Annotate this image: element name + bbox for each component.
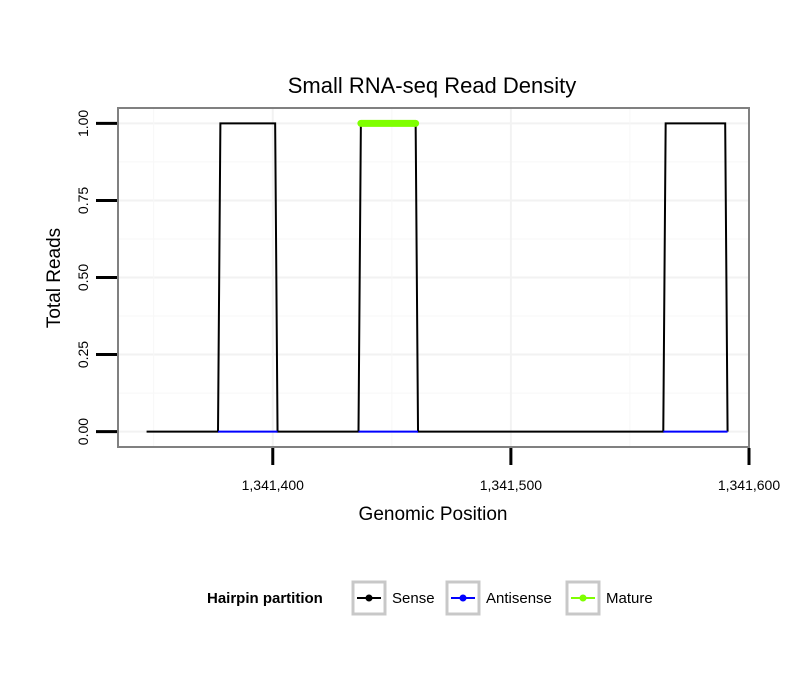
- y-tick-label: 0.25: [75, 341, 91, 368]
- legend-key-point: [579, 594, 587, 602]
- x-tick-label: 1,341,600: [718, 477, 780, 493]
- x-tick-label: 1,341,500: [480, 477, 542, 493]
- y-tick-label: 1.00: [75, 110, 91, 137]
- legend-label: Mature: [606, 590, 653, 607]
- y-tick-label: 0.00: [75, 418, 91, 445]
- plot-border: [117, 107, 750, 448]
- x-tick-label: 1,341,400: [242, 477, 304, 493]
- series-layer: [146, 119, 729, 433]
- y-axis-title: Total Reads: [44, 228, 65, 328]
- chart-title: Small RNA-seq Read Density: [288, 73, 577, 98]
- legend-key-point: [459, 594, 467, 602]
- legend-title: Hairpin partition: [207, 590, 323, 607]
- legend-item-mature: Mature: [565, 580, 653, 616]
- legend-label: Sense: [392, 590, 435, 607]
- legend-item-antisense: Antisense: [445, 580, 552, 616]
- y-tick-label: 0.75: [75, 187, 91, 214]
- x-axis-title: Genomic Position: [359, 504, 508, 525]
- legend-key-point: [365, 594, 373, 602]
- x-axis: 1,341,400 1,341,500 1,341,600: [242, 448, 780, 493]
- legend-item-sense: Sense: [351, 580, 435, 616]
- legend: Hairpin partition Sense Antisense Mature: [207, 580, 653, 616]
- y-axis: 0.00 0.25 0.50 0.75 1.00: [75, 110, 117, 445]
- y-tick-label: 0.50: [75, 264, 91, 291]
- legend-label: Antisense: [486, 590, 552, 607]
